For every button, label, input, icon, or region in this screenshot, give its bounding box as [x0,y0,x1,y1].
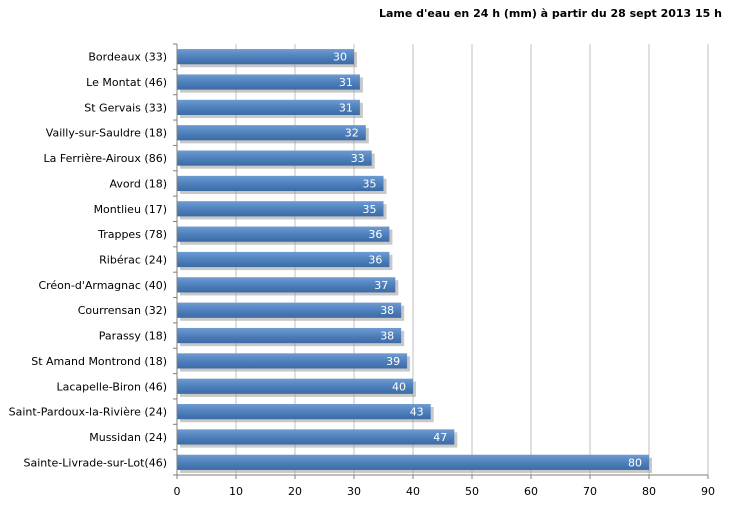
category-label: Créon-d'Armagnac (40) [38,279,167,292]
data-label: 35 [363,177,377,190]
category-label: Vailly-sur-Sauldre (18) [46,127,167,140]
x-tick-label: 80 [642,485,656,498]
category-label: Courrensan (32) [78,304,167,317]
bar [177,175,384,192]
category-label: Montlieu (17) [94,203,167,216]
category-label: Le Montat (46) [86,76,167,89]
bar [177,251,390,268]
x-tick-labels: 0 10 20 30 40 50 60 70 80 90 [174,485,716,498]
category-label: Parassy (18) [99,330,167,343]
x-tick-label: 70 [583,485,597,498]
bar [177,378,413,394]
bar [177,226,390,242]
data-label: 35 [363,203,377,216]
bar [177,99,360,115]
bar [177,150,372,166]
data-label: 47 [433,431,447,444]
x-tick-label: 30 [347,485,361,498]
bar [177,353,408,369]
data-label: 38 [380,330,394,343]
bar [177,454,649,470]
bar [177,125,366,141]
axes [173,43,709,479]
x-tick-label: 50 [465,485,479,498]
data-label: 31 [339,101,353,114]
category-label: Lacapelle-Biron (46) [56,380,167,393]
data-label: 30 [333,51,347,64]
data-label: 37 [374,279,388,292]
bar [177,429,455,445]
x-tick-label: 60 [524,485,538,498]
data-label: 40 [392,380,406,393]
category-label: Ribérac (24) [99,254,167,267]
category-label: Bordeaux (33) [88,51,167,64]
category-label: Trappes (78) [97,228,167,241]
category-label: Saint-Pardoux-la-Rivière (24) [9,406,167,419]
data-label: 39 [386,355,400,368]
bar [177,201,384,217]
bar [177,404,431,420]
category-label: La Ferrière-Airoux (86) [44,152,167,165]
data-label: 80 [628,456,642,469]
bar [177,74,360,90]
x-tick-label: 40 [406,485,420,498]
data-label: 38 [380,304,394,317]
data-label: 36 [368,254,382,267]
data-label: 32 [345,127,359,140]
data-label: 31 [339,76,353,89]
chart-title: Lame d'eau en 24 h (mm) à partir du 28 s… [378,7,722,20]
x-tick-label: 20 [288,485,302,498]
category-label: Avord (18) [109,177,167,190]
category-label: St Gervais (33) [84,101,167,114]
data-label: 33 [351,152,365,165]
bar [177,302,402,318]
category-label: Mussidan (24) [89,431,167,444]
bars: 30 31 31 32 33 35 35 36 36 37 38 38 39 40 43 47 80 [177,49,652,473]
bar [177,49,354,65]
category-label: St Amand Montrond (18) [31,355,167,368]
category-labels: Bordeaux (33) Le Montat (46) St Gervais (3… [9,51,167,470]
x-tick-label: 10 [229,485,243,498]
data-label: 43 [410,406,424,419]
category-label: Sainte-Livrade-sur-Lot(46) [23,456,167,469]
bar [177,277,396,293]
data-label: 36 [368,228,382,241]
x-tick-label: 0 [174,485,181,498]
x-tick-label: 90 [701,485,715,498]
bar [177,327,402,344]
